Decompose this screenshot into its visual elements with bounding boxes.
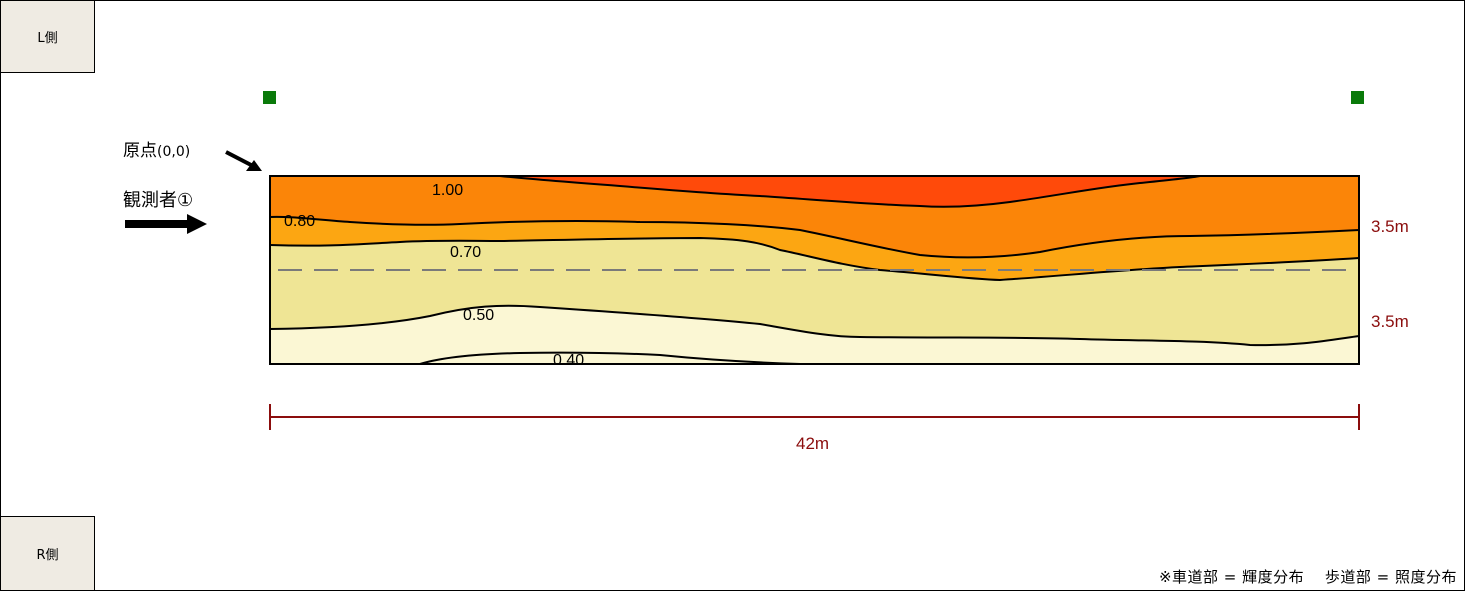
observer-arrow-icon [125,214,207,234]
contour-label-0-50: 0.50 [463,307,494,324]
right-side-label: R側 [36,548,59,563]
roadway-outline [269,175,1360,365]
origin-label: 原点(0,0) [123,136,190,161]
pole-marker-icon [1351,91,1364,104]
width-dimension-line [269,404,1360,430]
contour-label-0-70: 0.70 [450,244,481,261]
width-dimension-label: 42m [796,434,830,453]
contour-label-0-80: 0.80 [284,213,315,230]
right-side-tab: R側 [0,516,95,591]
contour-line-0-50 [269,304,1360,347]
contour-line-0-40 [419,351,801,365]
contour-plot [269,175,1360,365]
footnote: ※車道部 = 輝度分布 歩道部 = 照度分布 [1158,568,1457,586]
left-side-tab: L側 [0,0,95,73]
contour-line-0-80 [269,215,1360,259]
lane-width-upper: 3.5m [1371,217,1409,236]
band-0-80 [270,176,1359,258]
contour-label-1-00: 1.00 [432,182,463,199]
origin-pointer-icon [225,150,262,171]
contour-line-0-70 [269,236,1360,282]
pole-marker-icon [263,91,276,104]
observer-label: 観測者① [123,190,194,211]
contour-line-1-00 [499,175,1201,208]
origin-coords: (0,0) [157,144,191,160]
left-side-label: L側 [37,31,58,46]
origin-label-text: 原点 [123,141,157,161]
lane-width-lower: 3.5m [1371,312,1409,331]
contour-label-0-40: 0.40 [553,352,584,369]
